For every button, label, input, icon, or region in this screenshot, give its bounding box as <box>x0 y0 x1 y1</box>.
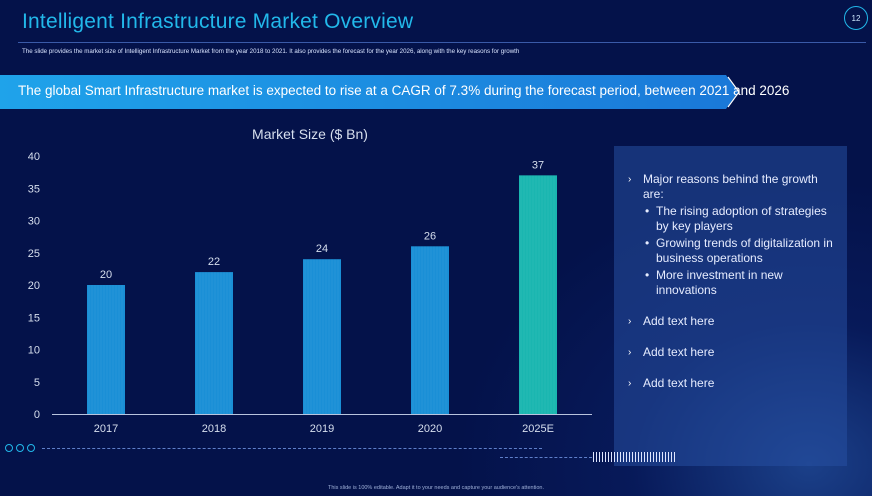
chevron-right-icon: › <box>628 316 632 327</box>
list-item-text: Add text here <box>643 314 715 328</box>
chevron-right-icon: › <box>628 174 632 185</box>
y-tick-label: 20 <box>28 280 40 292</box>
bar <box>195 272 233 414</box>
x-tick-label: 2017 <box>94 423 118 435</box>
page-subtitle: The slide provides the market size of In… <box>22 48 520 55</box>
growth-reasons-panel <box>614 146 847 466</box>
page-title: Intelligent Infrastructure Market Overvi… <box>22 10 414 33</box>
list-item-text: Major reasons behind the growth are: <box>643 172 818 201</box>
y-tick-label: 0 <box>34 409 40 421</box>
chart-title: Market Size ($ Bn) <box>252 126 368 142</box>
list-item: › Add text here <box>628 314 840 329</box>
y-tick-label: 25 <box>28 248 40 260</box>
decorative-dashed-line <box>500 457 592 458</box>
list-item: › Add text here <box>628 376 840 391</box>
x-tick-label: 2020 <box>418 423 442 435</box>
data-label: 20 <box>100 269 112 281</box>
x-tick-label: 2018 <box>202 423 226 435</box>
list-item-text: Add text here <box>643 345 715 359</box>
decorative-circles <box>5 444 35 452</box>
data-label: 22 <box>208 256 220 268</box>
list-subitem-text: The rising adoption of strategies by key… <box>656 204 827 233</box>
data-label: 37 <box>532 159 544 171</box>
circle-icon <box>16 444 24 452</box>
y-tick-label: 5 <box>34 377 40 389</box>
list-subitem: • Growing trends of digitalization in bus… <box>643 236 840 266</box>
banner-arrow <box>0 75 740 109</box>
chevron-right-icon: › <box>628 347 632 358</box>
banner-text: The global Smart Infrastructure market i… <box>18 83 790 98</box>
brain-icon: 12 <box>844 6 868 30</box>
data-label: 24 <box>316 243 328 255</box>
y-tick-label: 10 <box>28 345 40 357</box>
footer-note: This slide is 100% editable. Adapt it to… <box>328 485 544 491</box>
slide-number: 12 <box>851 13 861 23</box>
bullet-icon: • <box>645 236 650 250</box>
y-tick-label: 30 <box>28 216 40 228</box>
data-label: 26 <box>424 230 436 242</box>
list-item: › Major reasons behind the growth are: • Th… <box>628 172 840 298</box>
bar <box>87 285 125 414</box>
bar <box>303 259 341 414</box>
list-item-text: Add text here <box>643 376 715 390</box>
list-subitem-text: Growing trends of digitalization in busi… <box>656 236 833 265</box>
bullet-icon: • <box>645 204 650 218</box>
circle-icon <box>5 444 13 452</box>
list-subitem: • The rising adoption of strategies by ke… <box>643 204 840 234</box>
decorative-dashed-line <box>42 448 542 449</box>
decorative-barcode <box>593 452 675 462</box>
y-tick-label: 40 <box>28 151 40 163</box>
list-item: › Add text here <box>628 345 840 360</box>
y-tick-label: 15 <box>28 312 40 324</box>
chevron-right-icon: › <box>628 378 632 389</box>
list-subitem-text: More investment in new innovations <box>656 268 783 297</box>
title-divider <box>18 42 866 43</box>
list-subitem: • More investment in new innovations <box>643 268 840 298</box>
circle-icon <box>27 444 35 452</box>
bullet-icon: • <box>645 268 650 282</box>
y-tick-label: 35 <box>28 183 40 195</box>
bar <box>411 246 449 414</box>
growth-reasons-list: › Major reasons behind the growth are: • Th… <box>628 172 840 407</box>
x-tick-label: 2019 <box>310 423 334 435</box>
